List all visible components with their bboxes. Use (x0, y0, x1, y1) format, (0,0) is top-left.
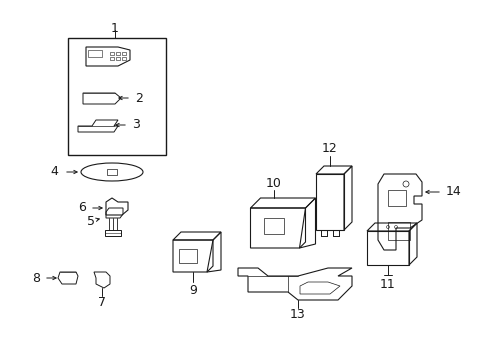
Text: 9: 9 (189, 284, 197, 297)
Text: 11: 11 (379, 279, 395, 292)
Text: 1: 1 (111, 22, 119, 35)
Text: 10: 10 (265, 177, 282, 190)
Text: 8: 8 (32, 271, 40, 284)
Bar (110, 51, 114, 55)
Bar (105, 230, 121, 236)
Bar (68, 38, 165, 155)
Text: 5: 5 (87, 216, 95, 229)
Bar (116, 51, 120, 55)
Bar (122, 51, 126, 55)
Bar (107, 169, 117, 175)
Bar (122, 57, 126, 60)
Bar (315, 174, 343, 230)
Bar (387, 190, 405, 206)
Text: 14: 14 (445, 185, 461, 198)
Bar (88, 50, 102, 57)
Text: 12: 12 (322, 143, 337, 156)
Bar (110, 57, 114, 60)
Text: 7: 7 (98, 296, 106, 309)
Bar (116, 57, 120, 60)
Bar (264, 218, 284, 234)
Text: 2: 2 (135, 91, 142, 104)
Bar (179, 249, 197, 263)
Bar (387, 222, 409, 240)
Text: 13: 13 (289, 309, 305, 321)
Text: 3: 3 (132, 118, 140, 131)
Text: 6: 6 (78, 202, 86, 215)
Text: 4: 4 (50, 166, 58, 179)
Bar (366, 231, 408, 265)
